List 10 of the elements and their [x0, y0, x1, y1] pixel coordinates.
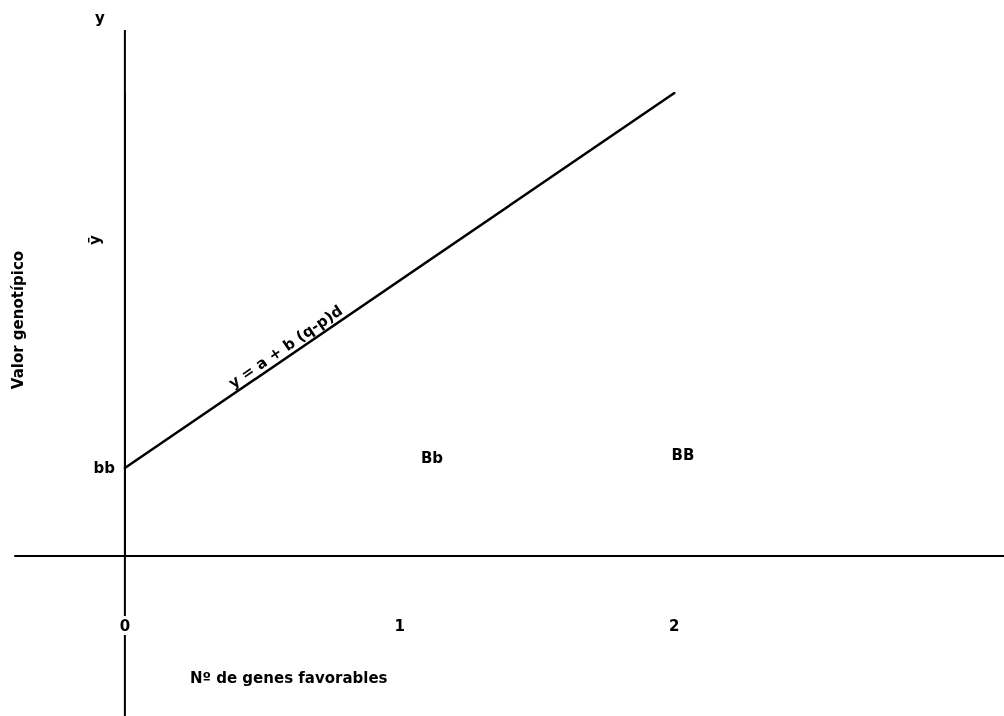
x-tick-label: 0	[119, 616, 131, 635]
annotation: ȳ	[85, 234, 104, 245]
x-tick-label: 1	[394, 616, 405, 635]
x-tick-label: 2	[669, 616, 680, 635]
annotation: bb	[93, 459, 116, 478]
annotation: Valor genotípico	[9, 250, 27, 390]
x-axis-title: Nº de genes favorables	[190, 669, 388, 687]
annotation: Bb	[420, 449, 444, 467]
annotation: BB	[671, 446, 695, 464]
text: y	[95, 9, 105, 27]
